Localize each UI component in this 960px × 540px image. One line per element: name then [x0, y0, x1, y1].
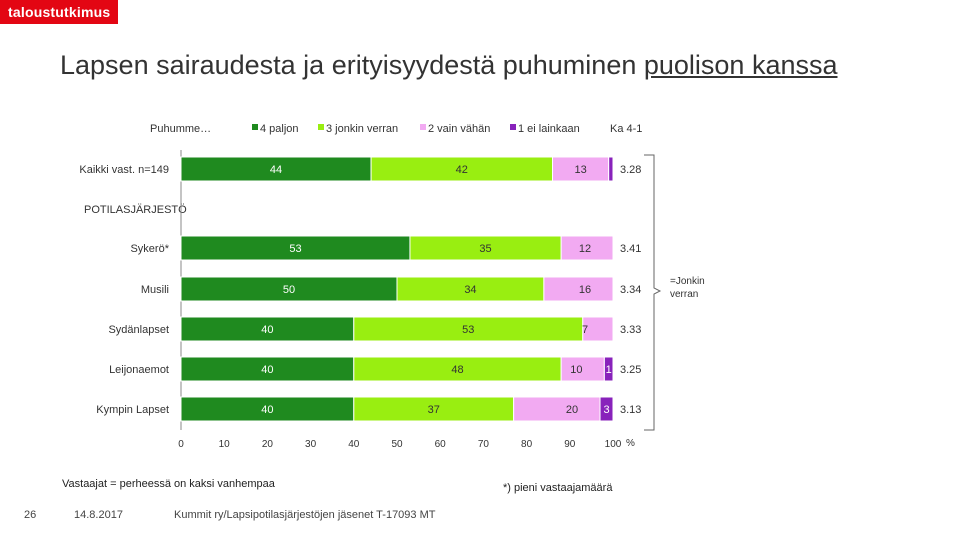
legend-title: Puhumme… — [150, 123, 211, 135]
data-label: 12 — [579, 243, 591, 255]
data-label: 10 — [570, 364, 582, 376]
respondents-note: Vastaajat = perheessä on kaksi vanhempaa — [62, 478, 275, 490]
bar-segment — [409, 235, 562, 261]
data-label: 7 — [582, 324, 588, 336]
data-label: 1 — [606, 364, 612, 376]
data-label: 20 — [566, 404, 578, 416]
footer-date: 14.8.2017 — [74, 509, 123, 521]
bar-segment — [180, 396, 355, 422]
bar-segment — [353, 396, 515, 422]
brand-logo: taloustutkimus — [0, 0, 119, 24]
legend: 4 paljon 3 jonkin verran 2 vain vähän 1 ei … — [252, 123, 580, 135]
bar-segment — [582, 316, 614, 342]
data-label: 34 — [464, 284, 476, 296]
legend-label-4: 1 ei lainkaan — [518, 123, 580, 135]
average-value: 3.34 — [620, 284, 641, 296]
bracket-note-line2: verran — [670, 289, 698, 300]
legend-swatch-1 — [252, 124, 258, 130]
x-tick-label: 100 — [605, 439, 622, 450]
x-tick-label: 0 — [178, 439, 184, 450]
page-number: 26 — [24, 509, 37, 521]
bar-segment — [603, 356, 614, 382]
bar-segment — [180, 356, 355, 382]
bar-segment — [599, 396, 614, 422]
legend-swatch-4 — [510, 124, 516, 130]
title-main: Lapsen sairaudesta ja erityisyydestä puh… — [60, 50, 644, 80]
average-value: 3.33 — [620, 324, 641, 336]
legend-label-2: 3 jonkin verran — [326, 123, 398, 135]
data-label: 16 — [579, 284, 591, 296]
title-underlined: puolison kanssa — [643, 50, 838, 80]
bar-segment — [552, 156, 610, 182]
x-unit-label: % — [626, 438, 635, 449]
legend-label-3: 2 vain vähän — [428, 123, 490, 135]
bar-segment — [180, 235, 411, 261]
bar-segment — [543, 276, 614, 302]
data-label: 35 — [479, 243, 491, 255]
legend-swatch-3 — [420, 124, 426, 130]
x-tick-label: 40 — [348, 439, 360, 450]
x-tick-label: 70 — [478, 439, 490, 450]
category-label: Musili — [141, 284, 169, 296]
bar-segment — [180, 156, 372, 182]
data-label: 40 — [261, 364, 273, 376]
data-label: 44 — [270, 164, 282, 176]
bar-segment — [560, 356, 605, 382]
category-label: Sydänlapset — [108, 324, 169, 336]
data-label: 40 — [261, 324, 273, 336]
category-label: Sykerö* — [130, 243, 169, 255]
small-sample-note: *) pieni vastaajamäärä — [503, 482, 613, 494]
average-value: 3.41 — [620, 243, 641, 255]
bar-segment — [353, 356, 562, 382]
x-tick-label: 30 — [305, 439, 317, 450]
data-label: 50 — [283, 284, 295, 296]
bracket-note-line1: =Jonkin — [670, 276, 705, 287]
average-value: 3.13 — [620, 404, 641, 416]
data-label: 37 — [428, 404, 440, 416]
category-label: Kympin Lapset — [96, 404, 169, 416]
x-tick-label: 90 — [564, 439, 576, 450]
data-label: 13 — [575, 164, 587, 176]
data-label: 3 — [603, 404, 609, 416]
bar-segment — [180, 316, 355, 342]
bar-segment — [353, 316, 584, 342]
section-label: POTILASJÄRJESTÖ — [84, 204, 187, 216]
x-tick-label: 20 — [262, 439, 274, 450]
bar-segment — [513, 396, 601, 422]
page-title: Lapsen sairaudesta ja erityisyydestä puh… — [60, 50, 838, 81]
bar-segment — [560, 235, 614, 261]
category-label: Kaikki vast. n=149 — [79, 164, 169, 176]
data-label: 42 — [456, 164, 468, 176]
bracket — [644, 154, 662, 431]
x-tick-label: 10 — [219, 439, 231, 450]
x-tick-label: 50 — [391, 439, 403, 450]
average-value: 3.25 — [620, 364, 641, 376]
bar-segment — [396, 276, 545, 302]
category-label: Leijonaemot — [109, 364, 169, 376]
data-label: 53 — [289, 243, 301, 255]
legend-label-1: 4 paljon — [260, 123, 299, 135]
data-label: 48 — [451, 364, 463, 376]
data-label: 40 — [261, 404, 273, 416]
average-header: Ka 4-1 — [610, 123, 642, 135]
bar-segment — [608, 156, 614, 182]
footer-source: Kummit ry/Lapsipotilasjärjestöjen jäsene… — [174, 509, 436, 521]
x-tick-label: 60 — [435, 439, 447, 450]
x-tick-label: 80 — [521, 439, 533, 450]
data-label: 53 — [462, 324, 474, 336]
bracket-line — [644, 154, 662, 431]
average-value: 3.28 — [620, 164, 641, 176]
legend-swatch-2 — [318, 124, 324, 130]
